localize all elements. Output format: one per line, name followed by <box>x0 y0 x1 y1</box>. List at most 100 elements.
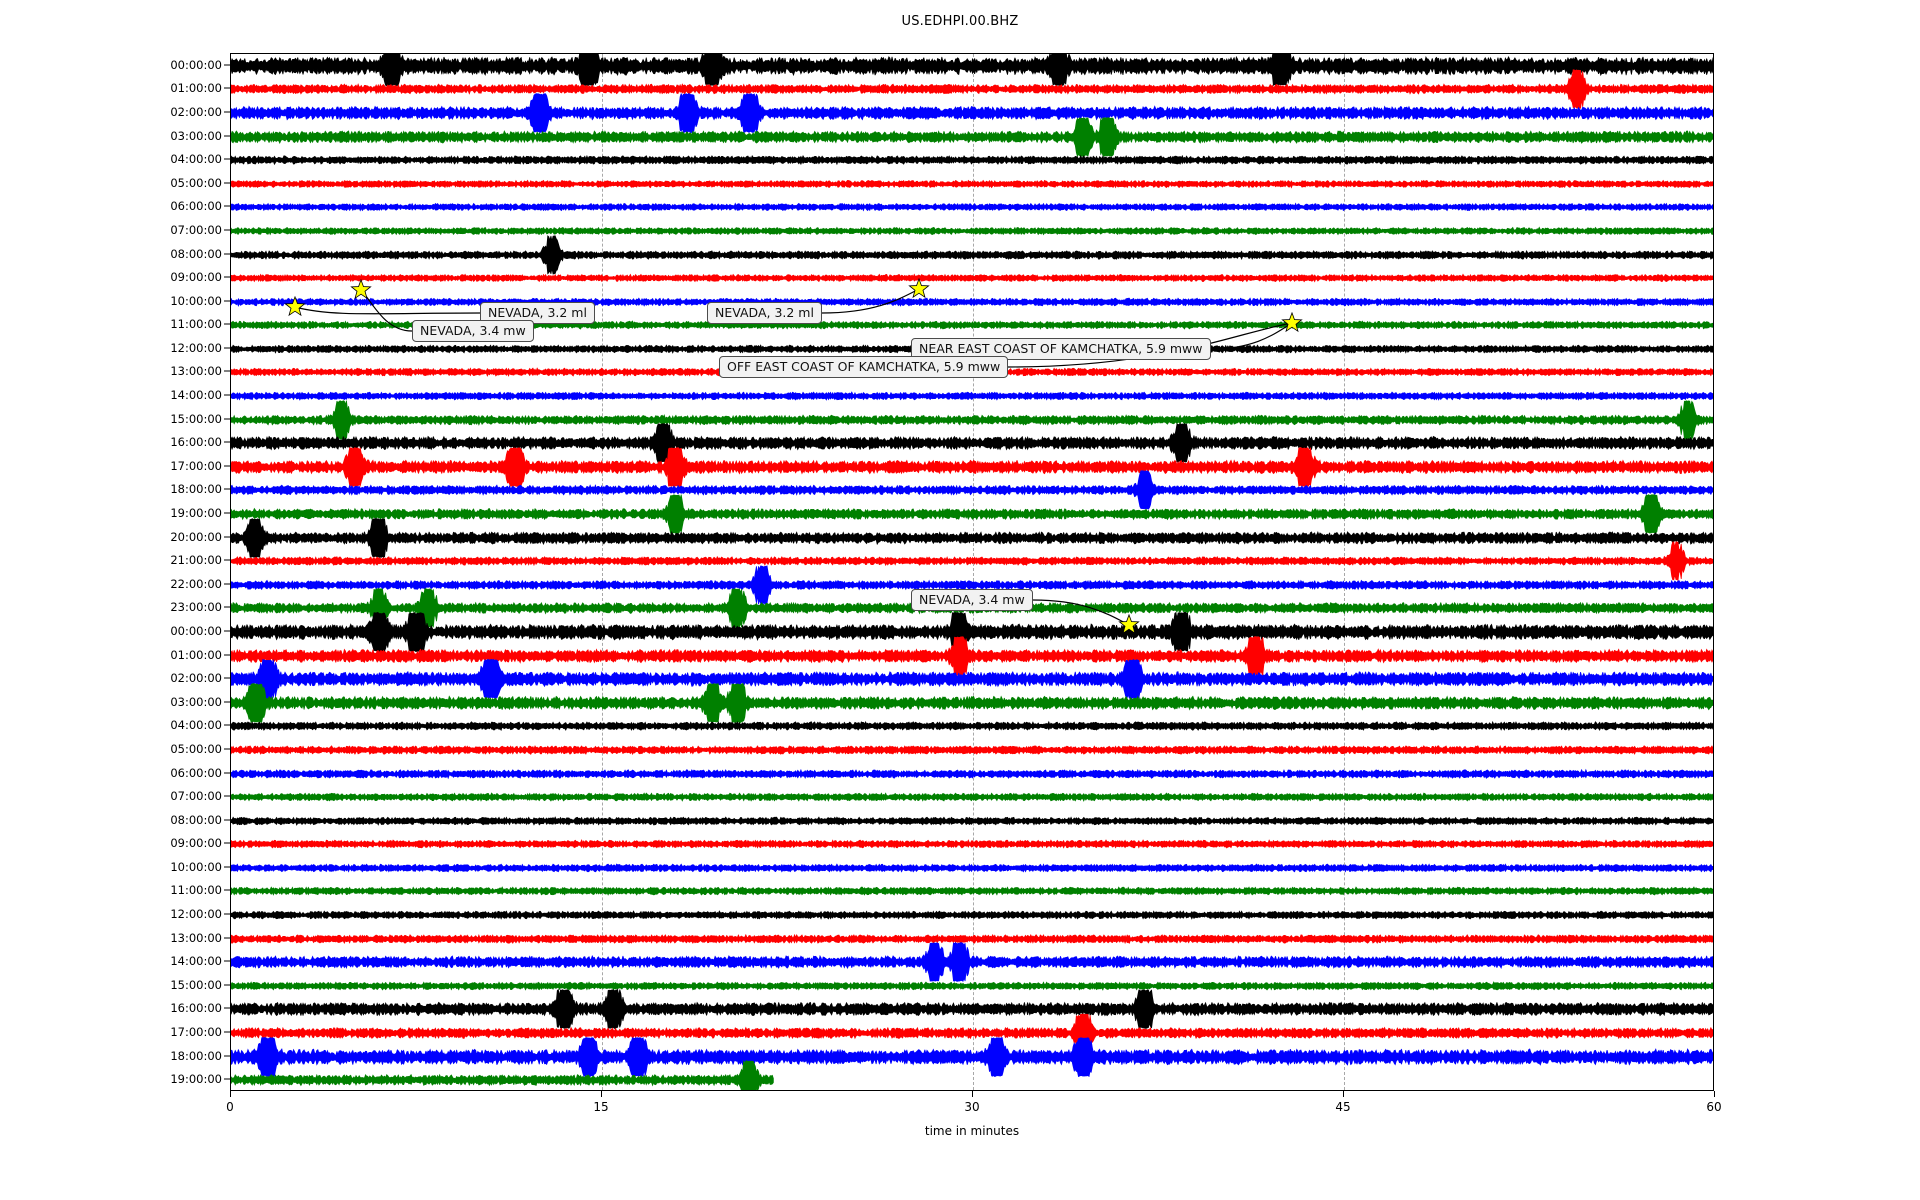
trace-row <box>231 423 1713 464</box>
trace-row <box>231 69 1713 109</box>
y-tick-mark <box>224 347 230 349</box>
trace-row <box>231 1060 1713 1090</box>
trace-row <box>231 565 1713 605</box>
y-tick-label: 01:00:00 <box>170 81 222 96</box>
trace-row <box>231 942 1713 983</box>
trace-row <box>231 329 1713 369</box>
trace-line <box>231 721 1713 732</box>
y-tick-label: 08:00:00 <box>170 812 222 827</box>
trace-line <box>231 910 1713 920</box>
y-tick-label: 02:00:00 <box>170 671 222 686</box>
trace-line <box>231 682 1713 723</box>
y-tick-mark <box>224 654 230 656</box>
trace-line <box>231 611 1713 652</box>
y-tick-label: 09:00:00 <box>170 836 222 851</box>
trace-row <box>231 446 1713 487</box>
x-axis-label: time in minutes <box>924 1124 1020 1138</box>
trace-row <box>231 754 1713 794</box>
y-tick-mark <box>224 323 230 325</box>
x-tick-mark <box>1343 1091 1344 1097</box>
y-tick-label: 21:00:00 <box>170 553 222 568</box>
y-tick-label: 00:00:00 <box>170 623 222 638</box>
x-tick-label: 15 <box>593 1100 609 1114</box>
y-tick-mark <box>224 701 230 703</box>
y-tick-mark <box>224 158 230 160</box>
y-tick-label: 01:00:00 <box>170 647 222 662</box>
y-tick-mark <box>224 465 230 467</box>
y-tick-mark <box>224 960 230 962</box>
trace-row <box>231 234 1713 275</box>
trace-row <box>231 470 1713 511</box>
x-tick-label: 30 <box>964 1100 980 1114</box>
y-tick-label: 16:00:00 <box>170 435 222 450</box>
trace-line <box>231 635 1713 676</box>
y-tick-label: 07:00:00 <box>170 789 222 804</box>
y-tick-label: 07:00:00 <box>170 222 222 237</box>
trace-row <box>231 54 1713 86</box>
y-tick-label: 18:00:00 <box>170 1048 222 1063</box>
y-tick-mark <box>224 630 230 632</box>
x-tick-label: 45 <box>1335 1100 1351 1114</box>
trace-line <box>231 399 1713 440</box>
y-tick-mark <box>224 536 230 538</box>
trace-row <box>231 659 1713 700</box>
y-tick-mark <box>224 441 230 443</box>
y-tick-mark <box>224 253 230 255</box>
trace-line <box>231 981 1713 991</box>
y-tick-mark <box>224 1055 230 1057</box>
trace-row <box>231 211 1713 251</box>
trace-row <box>231 93 1713 133</box>
y-tick-mark <box>224 300 230 302</box>
trace-row <box>231 777 1713 817</box>
y-tick-label: 04:00:00 <box>170 152 222 167</box>
y-tick-label: 06:00:00 <box>170 199 222 214</box>
trace-line <box>231 423 1713 464</box>
page-title: US.EDHPI.00.BHZ <box>901 14 1019 29</box>
y-tick-label: 02:00:00 <box>170 104 222 119</box>
y-tick-mark <box>224 1078 230 1080</box>
trace-line <box>231 69 1713 109</box>
y-tick-mark <box>224 135 230 137</box>
trace-line <box>231 659 1713 700</box>
trace-row <box>231 848 1713 888</box>
y-tick-label: 14:00:00 <box>170 388 222 403</box>
trace-row <box>231 989 1713 1030</box>
trace-line <box>231 1036 1713 1077</box>
trace-line <box>231 517 1713 558</box>
trace-row <box>231 116 1713 157</box>
y-tick-mark <box>224 866 230 868</box>
trace-row <box>231 352 1713 392</box>
y-tick-mark <box>224 937 230 939</box>
y-tick-mark <box>224 276 230 278</box>
trace-row <box>231 730 1713 770</box>
trace-row <box>231 895 1713 935</box>
trace-row <box>231 541 1713 582</box>
trace-line <box>231 367 1713 378</box>
y-tick-mark <box>224 913 230 915</box>
trace-line <box>231 391 1713 401</box>
y-tick-label: 22:00:00 <box>170 576 222 591</box>
y-tick-mark <box>224 182 230 184</box>
trace-row <box>231 919 1713 959</box>
trace-line <box>231 744 1713 755</box>
trace-row <box>231 164 1713 204</box>
trace-line <box>231 202 1713 212</box>
trace-row <box>231 588 1713 629</box>
y-tick-mark <box>224 819 230 821</box>
trace-row <box>231 140 1713 180</box>
trace-line <box>231 1013 1713 1053</box>
y-tick-label: 04:00:00 <box>170 718 222 733</box>
trace-row <box>231 706 1713 746</box>
y-tick-label: 23:00:00 <box>170 600 222 615</box>
y-tick-mark <box>224 87 230 89</box>
y-tick-mark <box>224 842 230 844</box>
y-tick-label: 00:00:00 <box>170 57 222 72</box>
y-tick-label: 13:00:00 <box>170 364 222 379</box>
y-tick-label: 16:00:00 <box>170 1001 222 1016</box>
y-tick-mark <box>224 559 230 561</box>
trace-row <box>231 399 1713 440</box>
vertical-gridline <box>1344 54 1345 1090</box>
trace-line <box>231 320 1713 331</box>
trace-line <box>231 344 1713 354</box>
